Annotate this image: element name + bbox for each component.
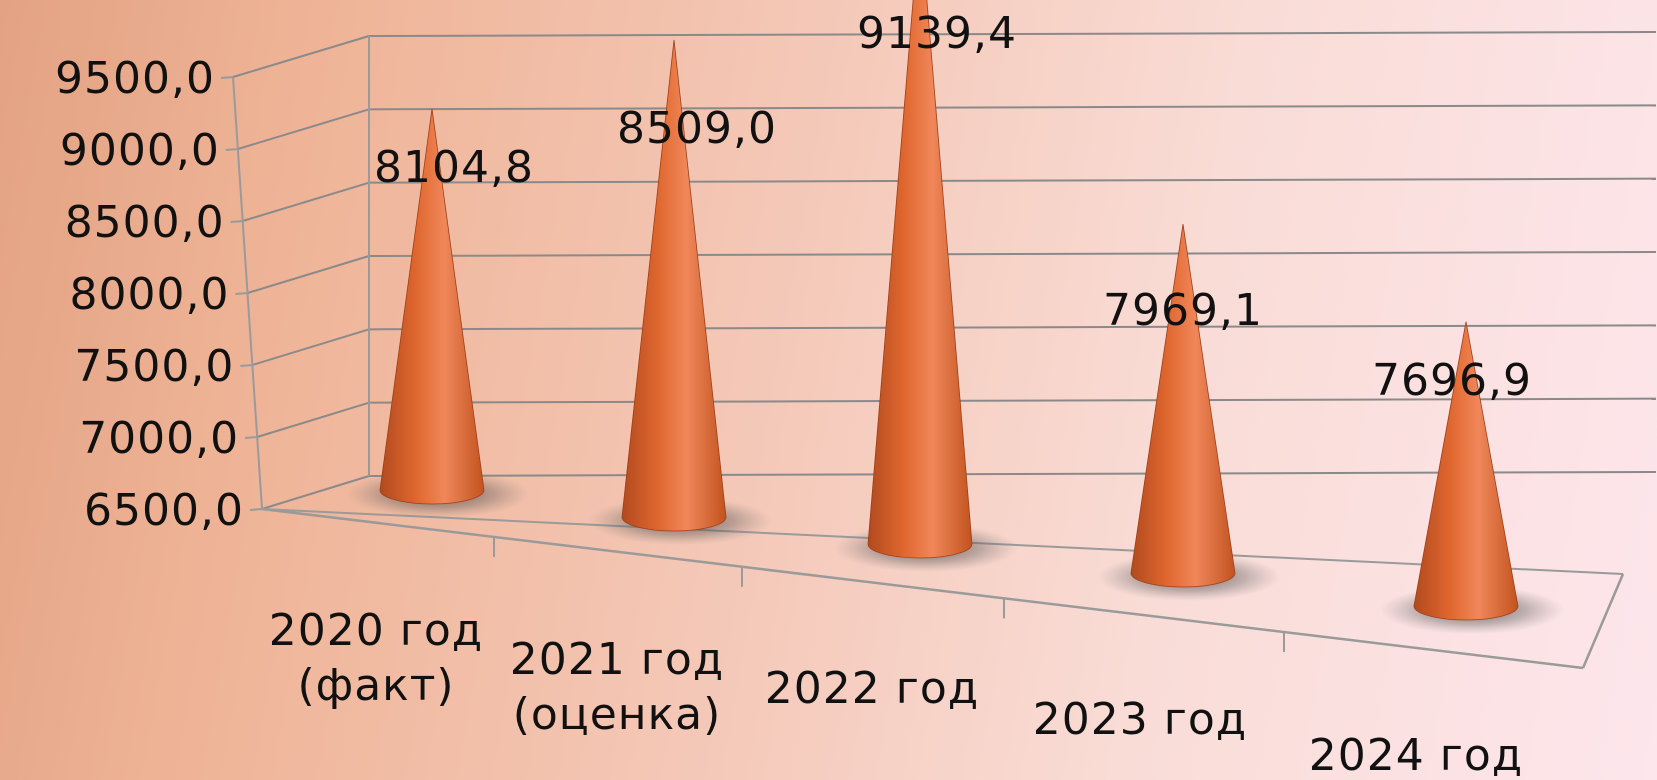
x-tick-label: 2022 год: [765, 663, 979, 714]
gridline-back: [368, 251, 1657, 257]
data-label: 8104,8: [374, 142, 534, 193]
grid-lines: [232, 31, 1657, 510]
cone-bar: [1130, 224, 1236, 588]
y-tick-mark: [245, 436, 258, 439]
data-label: 7696,9: [1372, 355, 1532, 406]
gridline-back: [368, 177, 1657, 184]
gridline-side: [237, 108, 370, 150]
y-tick-label: 9000,0: [60, 125, 220, 176]
gridline-side: [261, 475, 370, 510]
gridline-back: [368, 397, 1657, 404]
y-tick-label: 8000,0: [70, 269, 230, 320]
data-label: 9139,4: [857, 8, 1017, 59]
data-labels: 8104,8 8509,0 9139,4 7969,1 7696,9: [374, 8, 1532, 406]
y-axis-tick-labels: 6500,0 7000,0 7500,0 8000,0 8500,0 9000,0 9500…: [55, 53, 244, 536]
y-tick-mark: [249, 508, 263, 511]
y-tick-label: 8500,0: [65, 197, 225, 248]
gridline-side: [232, 35, 370, 78]
y-tick-mark: [220, 76, 234, 79]
floor-right-edge: [1581, 573, 1625, 669]
x-tick-label: 2021 год (оценка): [510, 634, 724, 740]
cone-bar: [379, 108, 485, 505]
y-tick-label: 7500,0: [74, 341, 234, 392]
y-tick-mark: [235, 292, 248, 295]
data-label: 7969,1: [1103, 285, 1263, 336]
gridline-side: [247, 255, 370, 294]
gridline-side: [256, 401, 370, 438]
gridline-side: [252, 328, 370, 366]
y-tick-label: 6500,0: [84, 485, 244, 536]
y-tick-mark: [225, 148, 238, 151]
y-tick-label: 9500,0: [55, 53, 215, 104]
gridline-side: [242, 181, 370, 222]
x-axis-line: [261, 507, 1584, 670]
x-tick-label: 2023 год: [1033, 694, 1247, 745]
cone-bar: [621, 39, 727, 532]
cones: [346, 0, 1564, 634]
cone-bar: [867, 0, 973, 559]
gridline-back: [368, 31, 1657, 37]
gridline-back: [368, 324, 1657, 331]
gridline-back: [368, 104, 1657, 111]
x-axis-tick-labels: 2020 год (факт) 2021 год (оценка) 2022 год 20…: [269, 605, 1523, 780]
x-tick-label: 2024 год: [1309, 730, 1523, 780]
y-tick-mark: [230, 220, 243, 223]
y-tick-label: 7000,0: [79, 413, 239, 464]
y-tick-mark: [240, 364, 253, 367]
data-label: 8509,0: [617, 103, 777, 154]
cone-bar: [1413, 321, 1519, 621]
x-tick-label: 2020 год (факт): [269, 605, 483, 711]
